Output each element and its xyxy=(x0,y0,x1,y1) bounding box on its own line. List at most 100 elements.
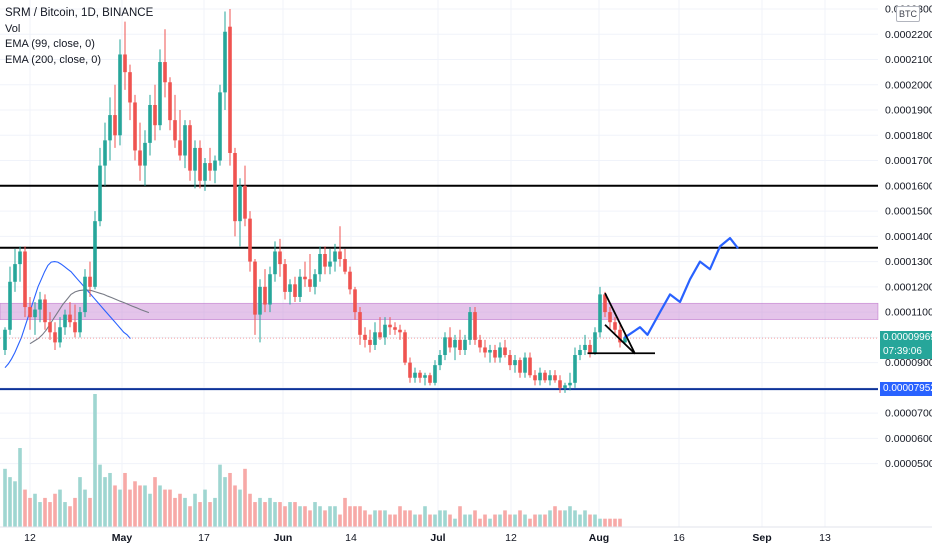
volume-bar xyxy=(248,493,252,527)
candle-body xyxy=(623,337,627,343)
volume-bar xyxy=(273,502,277,527)
candle-body xyxy=(173,120,177,141)
candle-body xyxy=(533,375,537,381)
volume-bar xyxy=(608,518,612,527)
candle-body xyxy=(148,104,152,143)
volume-bar xyxy=(523,514,527,527)
volume-bar xyxy=(563,510,567,527)
projection-path[interactable] xyxy=(623,237,739,339)
volume-bar xyxy=(328,506,332,527)
volume-bar xyxy=(588,514,592,527)
time-axis-label: May xyxy=(112,532,133,544)
candle-body xyxy=(298,276,302,297)
volume-bar xyxy=(433,514,437,527)
candle-body xyxy=(98,165,102,222)
volume-bar xyxy=(68,506,72,527)
candle-body xyxy=(88,276,92,287)
candle-body xyxy=(213,160,217,171)
candle-body xyxy=(463,339,467,350)
bar-countdown: 07:39:06 xyxy=(883,346,922,358)
volume-bar xyxy=(18,448,22,527)
volume-bar xyxy=(508,514,512,527)
candle-body xyxy=(563,385,567,388)
time-axis-label: Sep xyxy=(752,532,771,544)
volume-bar xyxy=(53,493,57,527)
price-axis[interactable]: 0.000230000.000220000.000210000.00020000… xyxy=(885,4,932,471)
candle-body xyxy=(83,276,87,313)
candle-body xyxy=(18,251,22,265)
candle-body xyxy=(468,312,472,340)
candle-body xyxy=(308,279,312,287)
volume-bar xyxy=(63,502,67,527)
volume-bar xyxy=(398,506,402,527)
candle-body xyxy=(228,26,232,153)
candle-body xyxy=(273,251,277,275)
candle-body xyxy=(343,259,347,272)
volume-bar xyxy=(593,514,597,527)
volume-bar xyxy=(378,510,382,527)
volume-bar xyxy=(428,514,432,527)
candle-body xyxy=(183,125,187,156)
volume-bar xyxy=(423,506,427,527)
candle-body xyxy=(123,54,127,73)
candle-body xyxy=(138,150,142,166)
candle-body xyxy=(253,261,257,315)
volume-bar xyxy=(148,493,152,527)
candle-body xyxy=(598,294,602,333)
time-axis-label: 16 xyxy=(673,532,685,544)
currency-badge[interactable]: BTC xyxy=(896,6,920,22)
volume-bar xyxy=(168,489,172,527)
candle-body xyxy=(373,332,377,345)
drawings[interactable] xyxy=(587,237,739,355)
volume-bar xyxy=(198,502,202,527)
volume-bar xyxy=(518,510,522,527)
candle-body xyxy=(363,334,367,340)
wedge-upper-line[interactable] xyxy=(604,292,636,355)
candle-body xyxy=(38,299,42,310)
volume-bar xyxy=(503,510,507,527)
candle-body xyxy=(513,360,517,366)
candle-body xyxy=(63,314,67,328)
volume-bar xyxy=(308,510,312,527)
volume-bar xyxy=(98,464,102,527)
wedge-lower-line[interactable] xyxy=(604,324,636,355)
candle-body xyxy=(303,276,307,280)
grid xyxy=(0,0,878,527)
candle-body xyxy=(578,349,582,356)
volume-bar xyxy=(123,472,127,527)
candle-body xyxy=(518,360,522,373)
volume-bar xyxy=(393,514,397,527)
candle-body xyxy=(223,31,227,93)
candle-body xyxy=(93,221,97,287)
candle-body xyxy=(188,125,192,171)
candle-body xyxy=(208,163,212,171)
volume-bar xyxy=(553,506,557,527)
volume-bar xyxy=(78,477,82,527)
time-axis[interactable]: 12 May 17 Jun 14 Jul 12 Aug 16 Sep 13 xyxy=(0,526,932,544)
candle-body xyxy=(58,327,62,343)
volume-bar xyxy=(138,485,142,527)
volume-bar xyxy=(458,506,462,527)
candle-body xyxy=(473,312,477,340)
volume-bar xyxy=(108,472,112,527)
candle-body xyxy=(258,286,262,315)
symbol-title[interactable]: SRM / Bitcoin, 1D, BINANCE xyxy=(5,7,154,19)
candle-body xyxy=(438,355,442,366)
volume-bar xyxy=(338,514,342,527)
volume-bar xyxy=(38,502,42,527)
horizontal-levels[interactable] xyxy=(0,184,878,391)
volume-bar xyxy=(438,510,442,527)
volume-bar xyxy=(43,497,47,527)
indicator-ema-99[interactable]: EMA (99, close, 0) xyxy=(5,38,95,50)
volume-bar xyxy=(353,506,357,527)
indicator-ema-200[interactable]: EMA (200, close, 0) xyxy=(5,53,101,66)
indicator-vol[interactable]: Vol xyxy=(5,22,21,35)
volume-bar xyxy=(263,502,267,527)
volume-bar xyxy=(383,510,387,527)
volume-bar xyxy=(83,489,87,527)
